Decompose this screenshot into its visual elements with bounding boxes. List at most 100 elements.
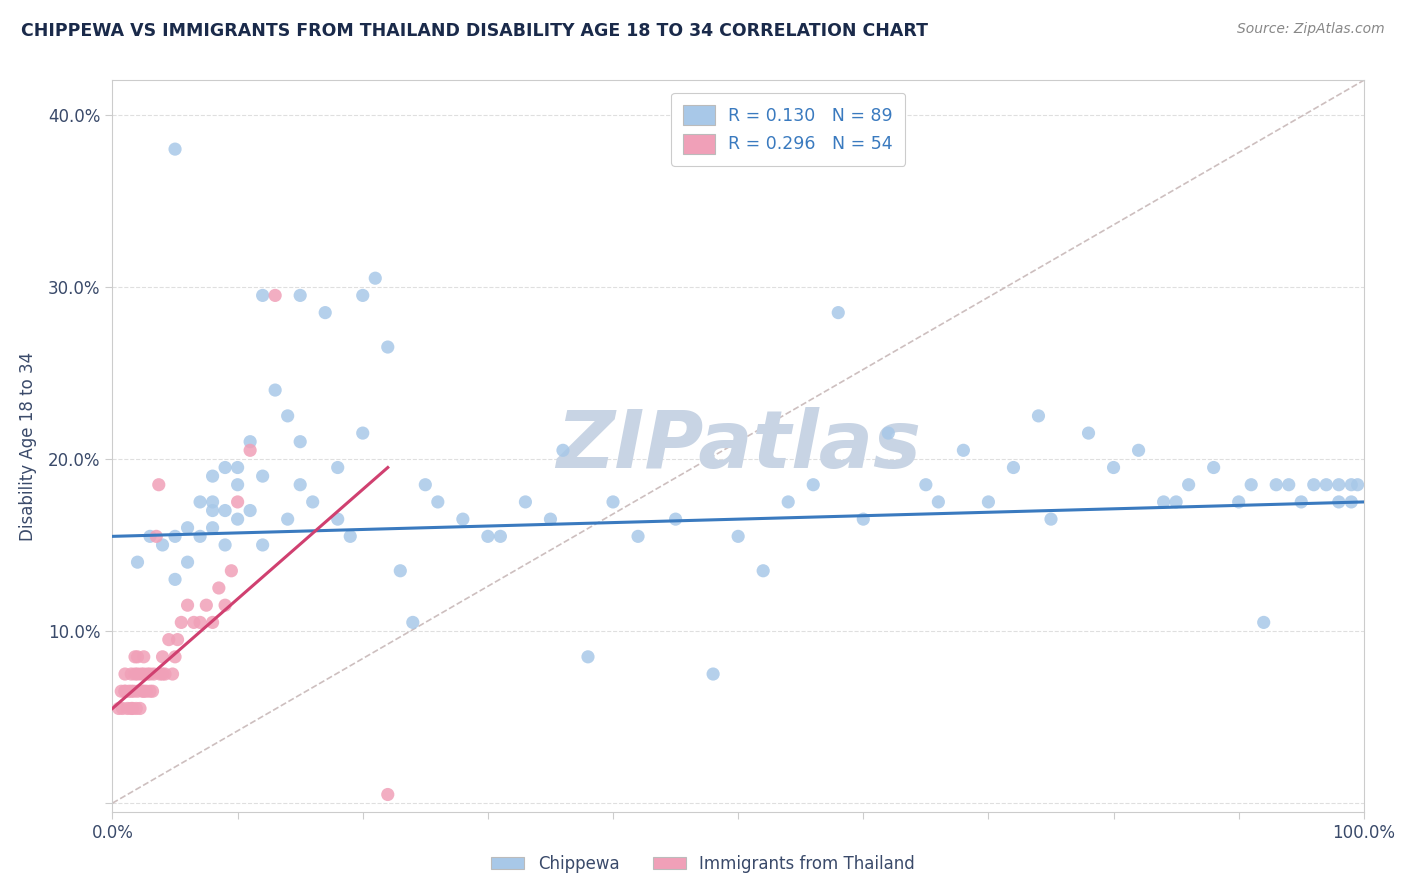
- Point: [752, 564, 775, 578]
- Point: [132, 667, 155, 681]
- Point: [201, 521, 224, 535]
- Point: [110, 684, 132, 698]
- Point: [389, 564, 412, 578]
- Point: [127, 555, 149, 569]
- Point: [827, 305, 849, 319]
- Point: [1327, 477, 1350, 491]
- Point: [195, 598, 218, 612]
- Point: [1102, 460, 1125, 475]
- Text: ZIPatlas: ZIPatlas: [555, 407, 921, 485]
- Point: [132, 649, 155, 664]
- Point: [451, 512, 474, 526]
- Point: [364, 271, 387, 285]
- Point: [127, 649, 149, 664]
- Point: [114, 684, 136, 698]
- Point: [339, 529, 361, 543]
- Point: [264, 288, 287, 302]
- Point: [132, 684, 155, 698]
- Point: [314, 305, 336, 319]
- Point: [915, 477, 938, 491]
- Point: [131, 684, 153, 698]
- Point: [290, 477, 312, 491]
- Point: [277, 512, 299, 526]
- Point: [778, 495, 800, 509]
- Point: [727, 529, 749, 543]
- Point: [183, 615, 205, 630]
- Point: [142, 667, 165, 681]
- Point: [627, 529, 650, 543]
- Point: [252, 538, 274, 552]
- Point: [377, 788, 399, 802]
- Point: [1340, 495, 1362, 509]
- Point: [120, 701, 142, 715]
- Point: [1327, 495, 1350, 509]
- Point: [163, 142, 186, 156]
- Point: [188, 615, 211, 630]
- Y-axis label: Disability Age 18 to 34: Disability Age 18 to 34: [20, 351, 37, 541]
- Point: [927, 495, 949, 509]
- Point: [1028, 409, 1050, 423]
- Point: [977, 495, 1000, 509]
- Point: [290, 434, 312, 449]
- Point: [149, 667, 172, 681]
- Point: [214, 538, 236, 552]
- Point: [301, 495, 323, 509]
- Point: [129, 667, 152, 681]
- Point: [188, 529, 211, 543]
- Point: [290, 288, 312, 302]
- Point: [124, 667, 146, 681]
- Point: [135, 684, 157, 698]
- Point: [1291, 495, 1313, 509]
- Point: [226, 460, 249, 475]
- Point: [239, 503, 262, 517]
- Point: [127, 667, 149, 681]
- Point: [152, 538, 174, 552]
- Point: [1164, 495, 1187, 509]
- Point: [852, 512, 875, 526]
- Point: [801, 477, 824, 491]
- Point: [152, 667, 174, 681]
- Point: [136, 667, 159, 681]
- Point: [120, 684, 142, 698]
- Point: [1227, 495, 1250, 509]
- Point: [1077, 426, 1099, 441]
- Point: [201, 495, 224, 509]
- Point: [352, 426, 374, 441]
- Point: [129, 701, 152, 715]
- Point: [1002, 460, 1025, 475]
- Point: [145, 529, 167, 543]
- Point: [163, 573, 186, 587]
- Point: [239, 443, 262, 458]
- Point: [277, 409, 299, 423]
- Point: [1177, 477, 1199, 491]
- Point: [477, 529, 499, 543]
- Point: [127, 684, 149, 698]
- Point: [1253, 615, 1275, 630]
- Point: [117, 701, 139, 715]
- Point: [402, 615, 425, 630]
- Point: [515, 495, 537, 509]
- Point: [139, 667, 162, 681]
- Point: [426, 495, 449, 509]
- Point: [1202, 460, 1225, 475]
- Point: [538, 512, 561, 526]
- Point: [188, 495, 211, 509]
- Point: [107, 701, 129, 715]
- Point: [208, 581, 231, 595]
- Legend: Chippewa, Immigrants from Thailand: Chippewa, Immigrants from Thailand: [484, 848, 922, 880]
- Point: [162, 667, 184, 681]
- Point: [125, 701, 148, 715]
- Point: [602, 495, 624, 509]
- Point: [877, 426, 900, 441]
- Point: [221, 564, 243, 578]
- Point: [176, 598, 198, 612]
- Point: [163, 649, 186, 664]
- Point: [152, 649, 174, 664]
- Point: [1347, 477, 1369, 491]
- Point: [148, 477, 170, 491]
- Point: [551, 443, 574, 458]
- Point: [952, 443, 974, 458]
- Point: [114, 684, 136, 698]
- Point: [214, 598, 236, 612]
- Point: [489, 529, 512, 543]
